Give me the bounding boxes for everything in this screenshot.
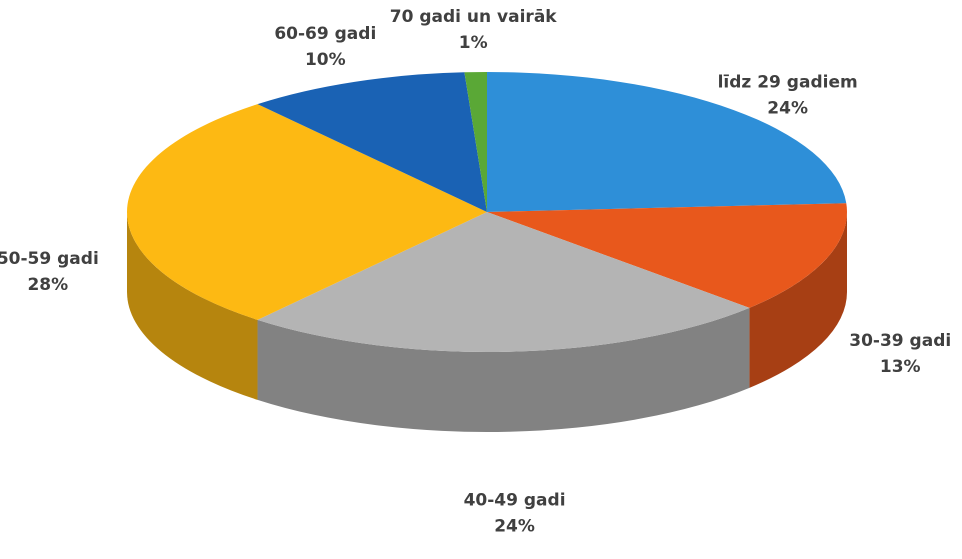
slice — [487, 72, 847, 212]
slice-value-label: 24% — [494, 517, 535, 537]
slice-value-label: 1% — [459, 33, 488, 53]
slice-side — [127, 212, 258, 400]
slice — [126, 104, 487, 320]
slice-label: līdz 29 gadiem — [718, 73, 858, 93]
slice-label: 50-59 gadi — [0, 249, 99, 269]
slice-value-label: 28% — [27, 275, 68, 295]
slice-value-label: 10% — [305, 50, 346, 70]
slice — [257, 72, 487, 212]
slice-label: 60-69 gadi — [274, 24, 376, 44]
slice — [257, 212, 750, 353]
slice-side — [749, 212, 847, 388]
slice — [464, 72, 487, 212]
slice-value-label: 24% — [767, 99, 808, 119]
slice-label: 70 gadi un vairāk — [390, 7, 557, 27]
slice-side — [257, 307, 750, 433]
slice-label: 40-49 gadi — [464, 491, 566, 511]
slice-label: 30-39 gadi — [849, 331, 951, 351]
slice-value-label: 13% — [880, 357, 921, 377]
slice — [487, 203, 847, 308]
